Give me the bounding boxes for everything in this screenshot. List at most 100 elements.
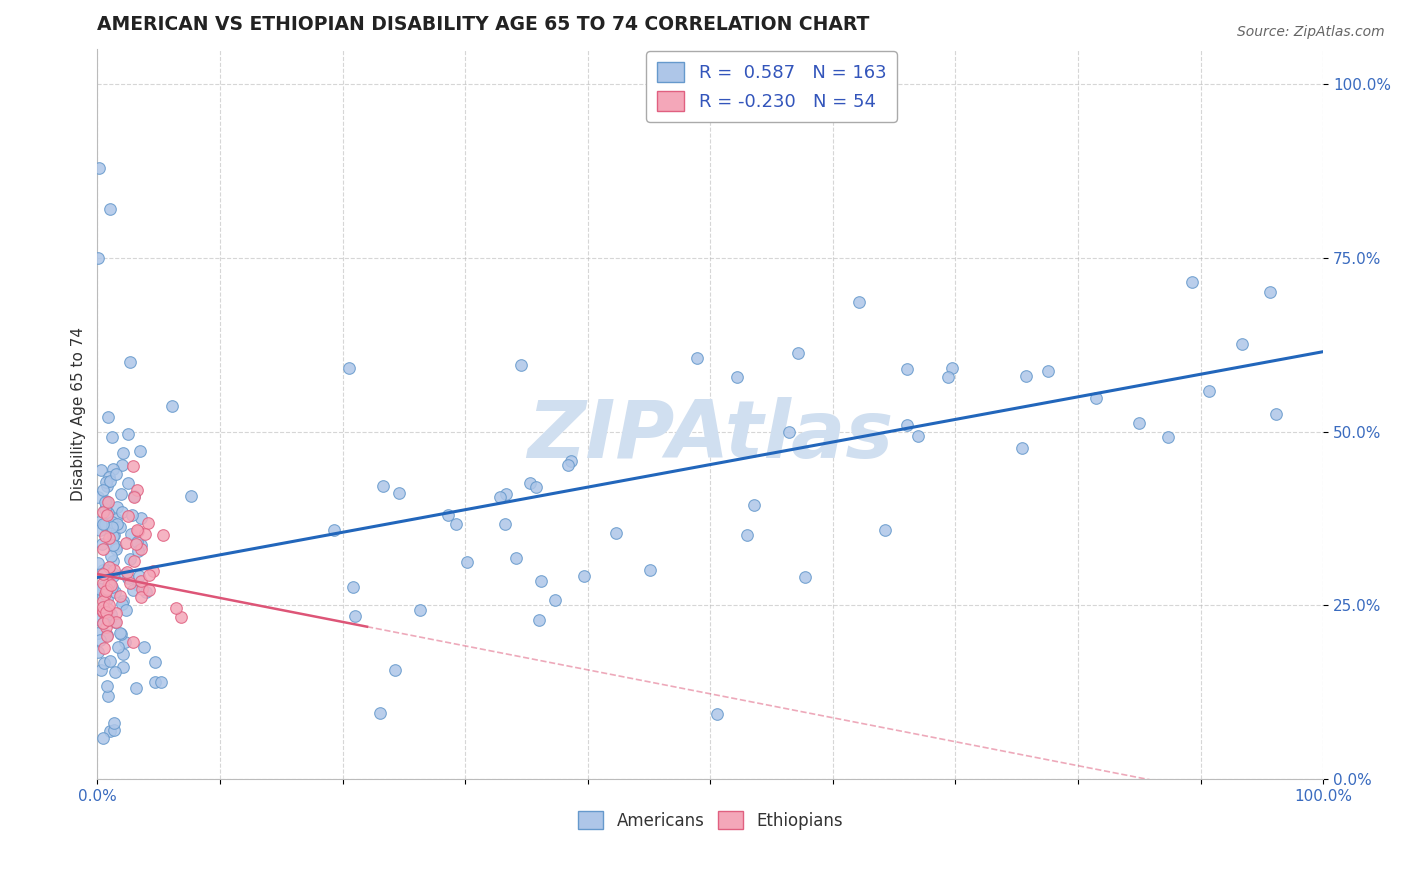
Point — [342, 580, 364, 594]
Point — [93, 563, 115, 577]
Point — [127, 524, 149, 538]
Point — [873, 524, 896, 538]
Point — [778, 425, 800, 440]
Point — [1198, 384, 1220, 399]
Point — [111, 647, 134, 661]
Point — [94, 587, 117, 601]
Point — [524, 480, 547, 494]
Point — [134, 640, 156, 655]
Point — [446, 516, 468, 531]
Point — [124, 554, 146, 568]
Point — [97, 601, 120, 615]
Point — [368, 706, 391, 720]
Point — [117, 426, 139, 441]
Point — [87, 161, 110, 175]
Point — [108, 590, 131, 604]
Point — [96, 494, 118, 508]
Point — [96, 605, 118, 619]
Point — [896, 417, 918, 432]
Point — [87, 625, 110, 640]
Point — [104, 615, 127, 629]
Point — [127, 578, 149, 592]
Point — [114, 567, 136, 582]
Point — [121, 508, 143, 522]
Text: Source: ZipAtlas.com: Source: ZipAtlas.com — [1237, 25, 1385, 39]
Point — [725, 369, 748, 384]
Point — [100, 515, 122, 529]
Point — [98, 475, 121, 489]
Point — [87, 516, 110, 530]
Point — [97, 613, 120, 627]
Point — [108, 520, 131, 534]
Point — [145, 675, 167, 690]
Text: AMERICAN VS ETHIOPIAN DISABILITY AGE 65 TO 74 CORRELATION CHART: AMERICAN VS ETHIOPIAN DISABILITY AGE 65 … — [97, 15, 870, 34]
Point — [96, 629, 118, 643]
Point — [98, 576, 121, 591]
Point — [373, 479, 395, 493]
Point — [89, 523, 111, 537]
Point — [121, 582, 143, 597]
Point — [98, 202, 121, 217]
Point — [169, 609, 191, 624]
Point — [557, 458, 579, 472]
Point — [1011, 442, 1033, 456]
Point — [93, 640, 115, 655]
Point — [138, 583, 160, 598]
Point — [505, 551, 527, 566]
Point — [110, 597, 132, 611]
Point — [110, 487, 132, 501]
Point — [103, 563, 125, 577]
Point — [104, 539, 127, 553]
Point — [97, 409, 120, 424]
Point — [640, 563, 662, 577]
Point — [111, 458, 134, 472]
Point — [129, 538, 152, 552]
Point — [89, 632, 111, 647]
Point — [97, 495, 120, 509]
Point — [93, 566, 115, 581]
Point — [529, 613, 551, 627]
Point — [93, 615, 115, 630]
Point — [98, 470, 121, 484]
Point — [91, 615, 114, 630]
Point — [93, 657, 115, 671]
Point — [122, 489, 145, 503]
Point — [941, 360, 963, 375]
Point — [115, 603, 138, 617]
Point — [104, 467, 127, 482]
Point — [93, 599, 115, 614]
Point — [138, 568, 160, 582]
Point — [93, 579, 115, 593]
Point — [103, 566, 125, 580]
Point — [90, 463, 112, 477]
Point — [122, 635, 145, 649]
Point — [125, 537, 148, 551]
Point — [94, 584, 117, 599]
Point — [93, 576, 115, 591]
Point — [100, 429, 122, 443]
Point — [786, 346, 808, 360]
Point — [323, 523, 346, 537]
Point — [112, 446, 135, 460]
Point — [87, 645, 110, 659]
Point — [101, 580, 124, 594]
Point — [1157, 430, 1180, 444]
Point — [97, 507, 120, 521]
Point — [114, 634, 136, 648]
Point — [907, 428, 929, 442]
Point — [388, 485, 411, 500]
Point — [101, 554, 124, 568]
Point — [560, 454, 582, 468]
Point — [105, 512, 128, 526]
Point — [87, 556, 110, 570]
Point — [98, 610, 121, 624]
Point — [129, 574, 152, 588]
Point — [96, 478, 118, 492]
Point — [519, 475, 541, 490]
Point — [96, 628, 118, 642]
Point — [117, 571, 139, 585]
Point — [103, 715, 125, 730]
Point — [128, 444, 150, 458]
Point — [1128, 416, 1150, 430]
Point — [686, 351, 709, 366]
